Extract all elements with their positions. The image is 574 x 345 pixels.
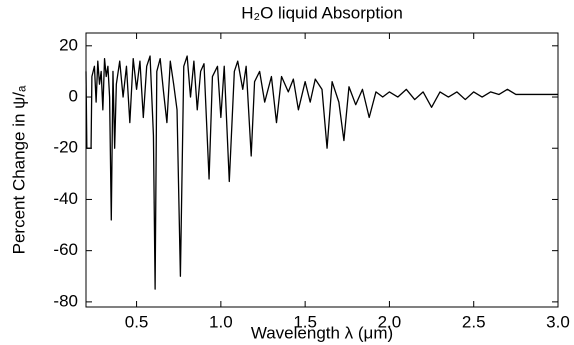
chart-title: H₂O liquid Absorption bbox=[241, 3, 403, 22]
y-tick-label: 0 bbox=[69, 87, 78, 106]
y-axis-label: Percent Change in ψ/ₐ bbox=[9, 85, 28, 254]
x-tick-label: 1.0 bbox=[209, 312, 233, 331]
x-tick-label: 3.0 bbox=[546, 312, 570, 331]
y-tick-label: -20 bbox=[53, 138, 78, 157]
x-axis-label: Wavelength λ (μm) bbox=[251, 323, 393, 342]
x-tick-label: 2.0 bbox=[378, 312, 402, 331]
y-tick-label: -80 bbox=[53, 291, 78, 310]
plot-frame bbox=[85, 32, 559, 308]
data-line bbox=[85, 55, 558, 290]
x-tick-label: 0.5 bbox=[125, 312, 149, 331]
y-tick-label: -40 bbox=[53, 189, 78, 208]
y-tick-label: -60 bbox=[53, 240, 78, 259]
x-tick-label: 1.5 bbox=[293, 312, 317, 331]
x-tick-label: 2.5 bbox=[462, 312, 486, 331]
y-tick-label: 20 bbox=[59, 35, 78, 54]
